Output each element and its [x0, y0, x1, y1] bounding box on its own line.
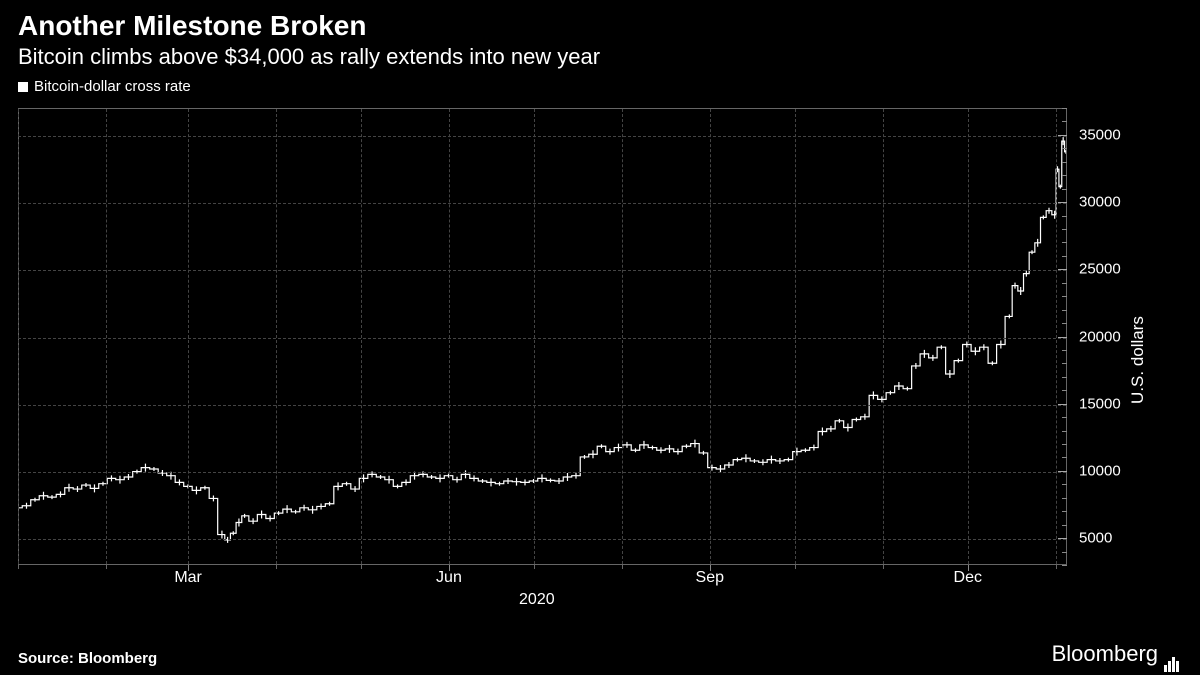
y-tick-minor [1062, 310, 1067, 311]
x-tick-mark [622, 565, 623, 569]
y-tick-minor [1062, 457, 1067, 458]
gridline-h [18, 203, 1066, 204]
y-tick-minor [1062, 148, 1067, 149]
y-tick-minor [1062, 417, 1067, 418]
y-tick-minor [1062, 162, 1067, 163]
y-tick-mark [1058, 135, 1067, 136]
x-year-label: 2020 [519, 591, 555, 609]
price-line [18, 109, 1066, 564]
y-tick-mark [1058, 538, 1067, 539]
gridline-v [449, 109, 450, 564]
gridline-h [18, 136, 1066, 137]
y-tick-label: 10000 [1069, 462, 1119, 479]
y-tick-label: 30000 [1069, 194, 1119, 211]
y-axis-label: U.S. dollars [1128, 316, 1148, 404]
x-tick-mark [276, 565, 277, 569]
x-tick-mark [1056, 565, 1057, 569]
y-tick-minor [1062, 525, 1067, 526]
y-tick-minor [1062, 189, 1067, 190]
y-tick-minor [1062, 511, 1067, 512]
x-tick-mark [883, 565, 884, 569]
gridline-v [710, 109, 711, 564]
y-tick-label: 5000 [1069, 530, 1119, 547]
gridline-v [968, 109, 969, 564]
y-tick-minor [1062, 256, 1067, 257]
y-tick-minor [1062, 296, 1067, 297]
y-tick-minor [1062, 377, 1067, 378]
y-tick-minor [1062, 242, 1067, 243]
y-tick-label: 25000 [1069, 261, 1119, 278]
y-tick-mark [1058, 471, 1067, 472]
x-tick-mark [361, 565, 362, 569]
y-tick-minor [1062, 323, 1067, 324]
y-tick-mark [1058, 269, 1067, 270]
y-tick-minor [1062, 390, 1067, 391]
y-tick-minor [1062, 216, 1067, 217]
brand-label: Bloomberg [1052, 641, 1158, 667]
x-tick-label: Mar [174, 569, 202, 587]
gridline-v [622, 109, 623, 564]
y-tick-minor [1062, 498, 1067, 499]
gridline-v [883, 109, 884, 564]
gridline-v [106, 109, 107, 564]
y-tick-minor [1062, 350, 1067, 351]
y-tick-minor [1062, 229, 1067, 230]
gridline-v [1056, 109, 1057, 564]
y-tick-minor [1062, 444, 1067, 445]
y-tick-minor [1062, 108, 1067, 109]
y-tick-mark [1058, 337, 1067, 338]
y-tick-mark [1058, 404, 1067, 405]
plot-area [18, 108, 1067, 565]
y-tick-label: 35000 [1069, 126, 1119, 143]
x-tick-label: Sep [696, 569, 724, 587]
legend-label: Bitcoin-dollar cross rate [34, 78, 191, 95]
gridline-h [18, 405, 1066, 406]
x-tick-mark [18, 565, 19, 569]
y-tick-minor [1062, 484, 1067, 485]
chart-footer: Source: Bloomberg Bloomberg [18, 641, 1182, 667]
brand-text: Bloomberg [1052, 641, 1182, 667]
y-tick-minor [1062, 565, 1067, 566]
gridline-h [18, 472, 1066, 473]
y-tick-minor [1062, 175, 1067, 176]
x-tick-label: Dec [954, 569, 982, 587]
chart-title: Another Milestone Broken [18, 10, 1182, 42]
y-tick-minor [1062, 431, 1067, 432]
y-tick-minor [1062, 552, 1067, 553]
y-tick-label: 15000 [1069, 395, 1119, 412]
y-tick-minor [1062, 363, 1067, 364]
bloomberg-terminal-icon [1164, 646, 1182, 662]
x-tick-mark [106, 565, 107, 569]
x-tick-mark [534, 565, 535, 569]
chart-header: Another Milestone Broken Bitcoin climbs … [0, 0, 1200, 74]
y-tick-mark [1058, 202, 1067, 203]
source-text: Source: Bloomberg [18, 650, 157, 667]
gridline-h [18, 270, 1066, 271]
chart-area: U.S. dollars 5000 10000 15000 20000 25000 300… [18, 108, 1182, 611]
chart-legend: Bitcoin-dollar cross rate [0, 74, 1200, 95]
gridline-v [18, 109, 19, 564]
gridline-v [188, 109, 189, 564]
y-tick-label: 20000 [1069, 328, 1119, 345]
gridline-v [361, 109, 362, 564]
gridline-h [18, 539, 1066, 540]
chart-subtitle: Bitcoin climbs above $34,000 as rally ex… [18, 44, 1182, 70]
x-tick-mark [795, 565, 796, 569]
y-tick-minor [1062, 283, 1067, 284]
y-tick-minor [1062, 121, 1067, 122]
gridline-v [276, 109, 277, 564]
legend-marker-icon [18, 82, 28, 92]
gridline-v [534, 109, 535, 564]
x-tick-label: Jun [436, 569, 462, 587]
gridline-h [18, 338, 1066, 339]
gridline-v [795, 109, 796, 564]
